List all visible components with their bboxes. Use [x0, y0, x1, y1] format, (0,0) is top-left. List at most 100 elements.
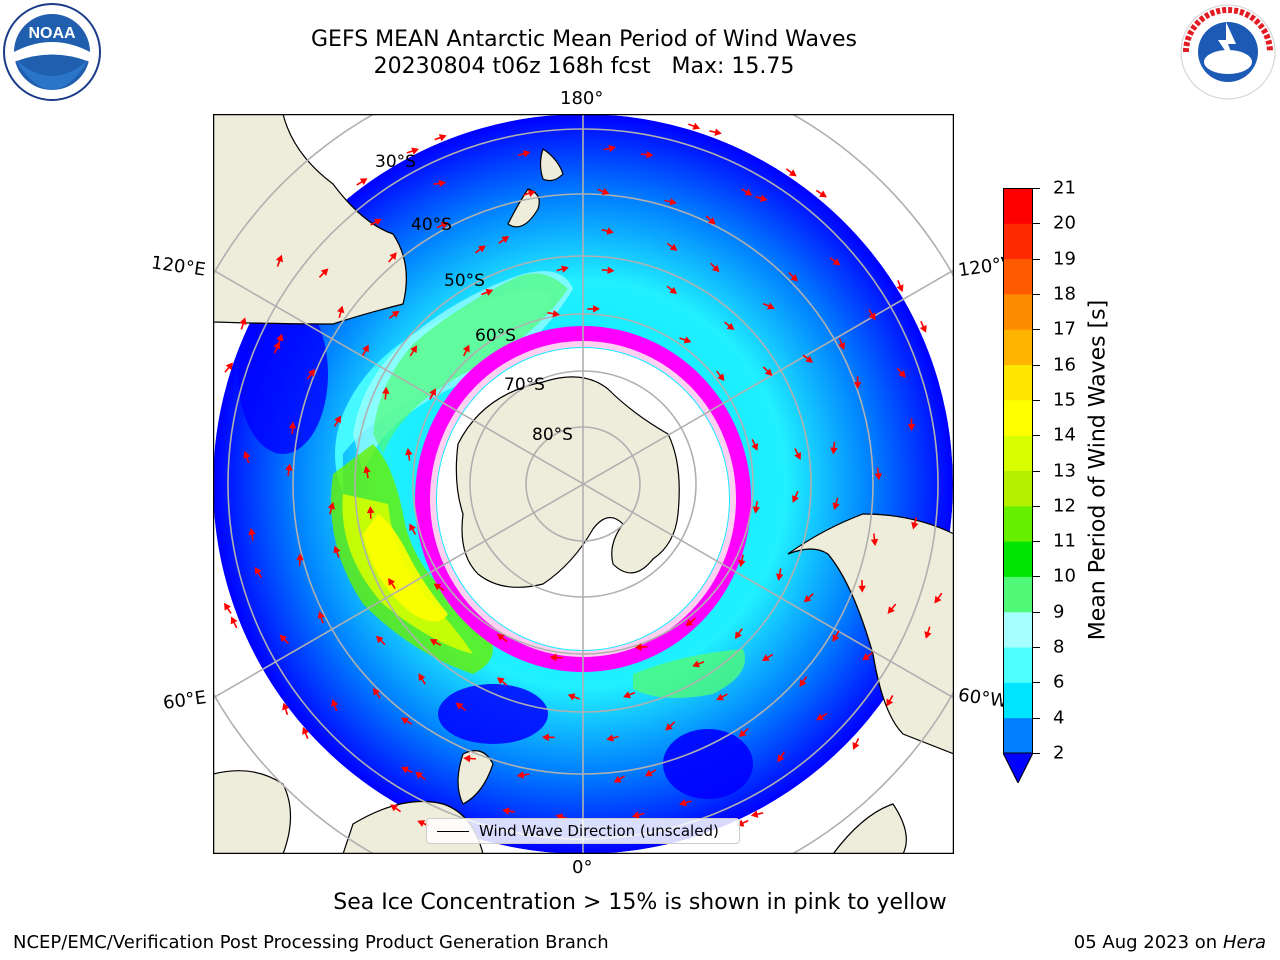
wind-wave-arrowhead	[760, 194, 768, 202]
wind-wave-arrowhead	[816, 713, 824, 721]
wind-wave-arrowhead	[911, 521, 919, 530]
wind-wave-arrowhead	[607, 266, 615, 275]
colorbar-tick-mark	[1033, 682, 1040, 684]
lat-label-50s: 50°S	[444, 271, 485, 291]
colorbar-segment	[1003, 505, 1033, 542]
lat-label-40s: 40°S	[411, 215, 452, 235]
wind-wave-arrowhead	[411, 147, 419, 155]
svg-text:NOAA: NOAA	[28, 25, 76, 42]
wind-wave-arrowhead	[334, 415, 341, 424]
colorbar-segment	[1003, 576, 1033, 613]
wind-wave-arrowhead	[750, 810, 759, 818]
colorbar-tick-label: 17	[1053, 318, 1076, 340]
polar-map: 30°S 40°S 50°S 60°S 70°S 80°S	[213, 114, 954, 854]
wind-wave-arrowhead	[438, 179, 447, 188]
colorbar-tick-label: 12	[1053, 495, 1076, 517]
colorbar-segment	[1003, 293, 1033, 330]
wind-wave-arrowhead	[761, 654, 770, 662]
wind-wave-arrowhead	[726, 322, 735, 331]
wind-wave-arrowhead	[418, 673, 426, 682]
colorbar-segment	[1003, 399, 1033, 436]
wind-wave-arrowhead	[327, 502, 335, 510]
wind-wave-arrowhead	[485, 288, 494, 296]
wind-wave-arrowhead	[462, 344, 470, 353]
colorbar-tick-label: 13	[1053, 460, 1076, 481]
wind-wave-arrowhead	[409, 523, 416, 532]
wind-wave-arrowhead	[285, 463, 293, 471]
wind-wave-arrowhead	[712, 264, 720, 273]
wind-wave-arrowhead	[372, 687, 380, 696]
wind-wave-arrowhead	[683, 336, 692, 344]
wind-wave-arrowhead	[832, 258, 841, 266]
wind-wave-arrowhead	[805, 355, 814, 363]
colorbar-segment	[1003, 541, 1033, 577]
wind-wave-arrowhead	[516, 771, 525, 779]
wind-wave-arrowhead	[752, 506, 761, 514]
colorbar-tick-mark	[1033, 223, 1040, 225]
colorbar-extend-arrow	[1002, 752, 1034, 785]
lat-label-70s: 70°S	[504, 375, 545, 395]
wind-wave-arrowhead	[440, 221, 449, 229]
wind-wave-arrowhead	[692, 122, 701, 130]
colorbar-tick-mark	[1033, 717, 1040, 719]
wind-wave-arrowhead	[527, 189, 536, 197]
colorbar-tick-mark	[1033, 470, 1040, 472]
wind-wave-arrowhead	[738, 729, 747, 738]
colorbar-tick-mark	[1033, 753, 1040, 754]
map-title: GEFS MEAN Antarctic Mean Period of Wind …	[311, 27, 857, 52]
colorbar-segment	[1003, 682, 1033, 719]
wind-wave-arrowhead	[362, 344, 369, 353]
wind-wave-arrowhead	[764, 368, 773, 376]
wind-wave-arrowhead	[501, 236, 510, 244]
wind-wave-arrowhead	[429, 639, 438, 646]
wind-wave-arrowhead	[886, 698, 894, 707]
wind-wave-arrowhead	[366, 506, 375, 514]
colorbar-tick-label: 20	[1053, 212, 1076, 234]
sea-ice-footnote: Sea Ice Concentration > 15% is shown in …	[333, 890, 947, 915]
wind-wave-arrowhead	[644, 769, 653, 777]
wind-wave-arrowhead	[429, 388, 436, 397]
colorbar-tick-label: 9	[1053, 601, 1065, 623]
wind-wave-arrowhead	[391, 310, 400, 318]
wind-wave-arrowhead	[522, 150, 531, 158]
wind-wave-arrowhead	[744, 188, 753, 196]
map-legend: Wind Wave Direction (unscaled)	[426, 818, 740, 844]
colorbar-segment	[1003, 258, 1033, 295]
wind-wave-arrowhead	[502, 807, 510, 815]
wind-wave-arrowhead	[775, 573, 784, 581]
wind-wave-arrowhead	[438, 134, 447, 142]
colorbar-tick-mark	[1033, 541, 1040, 543]
wind-wave-arrowhead	[359, 178, 368, 186]
wind-wave-arrowhead	[934, 595, 942, 604]
wind-wave-arrowhead	[665, 723, 673, 731]
wind-wave-arrowhead	[477, 245, 486, 253]
wind-wave-arrowhead	[433, 583, 442, 591]
colorbar-tick-mark	[1033, 329, 1040, 331]
legend-line-swatch	[437, 831, 469, 832]
wind-wave-arrowhead	[239, 317, 247, 326]
wind-wave-arrowhead	[410, 345, 418, 354]
colorbar-segment	[1003, 717, 1033, 754]
wind-wave-arrowhead	[296, 553, 304, 561]
wind-wave-arrowhead	[734, 631, 742, 640]
wind-wave-arrowhead	[669, 198, 677, 206]
wind-wave-arrowhead	[832, 634, 840, 642]
lon-label-60w: 60°W	[956, 684, 1009, 713]
colorbar-tick-mark	[1033, 505, 1040, 507]
colorbar-tick-label: 19	[1053, 248, 1076, 270]
wind-wave-arrowhead	[374, 218, 382, 226]
colorbar-title: Mean Period of Wind Waves [s]	[1085, 299, 1111, 641]
colorbar-tick-label: 18	[1053, 283, 1076, 305]
wind-wave-arrowhead	[363, 465, 371, 474]
wind-wave-arrowhead	[389, 252, 397, 260]
wind-wave-arrowhead	[716, 693, 724, 701]
wind-wave-arrowhead	[685, 619, 694, 627]
colorbar-tick-mark	[1033, 188, 1040, 189]
colorbar-segment	[1003, 647, 1033, 683]
colorbar-segment	[1003, 611, 1033, 648]
wind-wave-arrowhead	[819, 190, 827, 198]
wind-wave-arrowhead	[561, 265, 569, 273]
wind-wave-arrowhead	[631, 811, 640, 819]
graticule	[213, 114, 954, 854]
wind-wave-arrowhead	[777, 754, 785, 763]
